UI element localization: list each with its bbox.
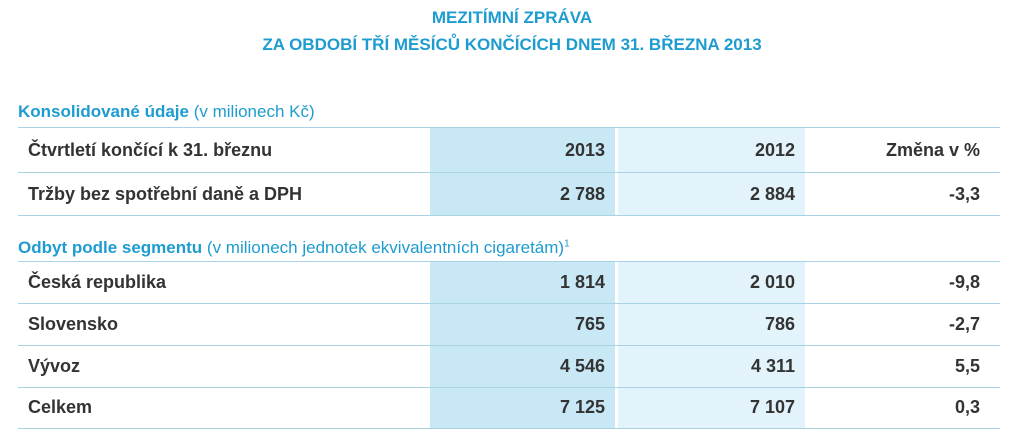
cell: -9,8: [948, 272, 980, 292]
column-shade: [618, 128, 805, 215]
cell: 7 125: [559, 397, 605, 417]
row-label: Tržby bez spotřební daně a DPH: [28, 184, 303, 204]
rule: [18, 345, 1000, 346]
section-title: Odbyt podle segmentu: [18, 238, 203, 257]
cell: 2 010: [749, 272, 795, 292]
cell: -3,3: [948, 184, 980, 204]
cell: 0,3: [954, 397, 980, 417]
rule: [18, 127, 1000, 128]
cell: 786: [764, 314, 795, 334]
cell: 1 814: [559, 272, 605, 292]
rule: [18, 303, 1000, 304]
cell: 2013: [564, 140, 605, 160]
cell: 2 884: [749, 184, 795, 204]
rule: [18, 215, 1000, 216]
section-header: Konsolidované údaje (v milionech Kč): [18, 102, 315, 122]
row-label: Celkem: [28, 397, 93, 417]
rule: [18, 172, 1000, 173]
cell: 2012: [754, 140, 795, 160]
section-title: Konsolidované údaje: [18, 102, 189, 121]
cell: 4 546: [559, 356, 605, 376]
section-header: Odbyt podle segmentu (v milionech jednot…: [18, 238, 570, 258]
cell: 5,5: [954, 356, 980, 376]
column-shade: [430, 128, 615, 215]
cell: 4 311: [750, 356, 795, 376]
row-label: Česká republika: [28, 272, 167, 292]
rule: [18, 261, 1000, 262]
section-subtitle: (v milionech Kč): [193, 102, 315, 121]
row-label: Vývoz: [28, 356, 81, 376]
title: MEZITÍMNÍ ZPRÁVA: [431, 8, 593, 27]
footnote: 1: [564, 238, 570, 250]
rule: [18, 428, 1000, 429]
cell: Změna v %: [885, 140, 980, 160]
cell: 765: [574, 314, 605, 334]
rule: [18, 387, 1000, 388]
cell: -2,7: [948, 314, 980, 334]
row-label: Čtvrtletí končící k 31. březnu: [28, 140, 273, 160]
title: ZA OBDOBÍ TŘÍ MĚSÍCŮ KONČÍCÍCH DNEM 31. …: [262, 35, 762, 54]
cell: 2 788: [559, 184, 605, 204]
section-subtitle: (v milionech jednotek ekvivalentních cig…: [206, 238, 565, 257]
row-label: Slovensko: [28, 314, 119, 334]
cell: 7 107: [749, 397, 795, 417]
